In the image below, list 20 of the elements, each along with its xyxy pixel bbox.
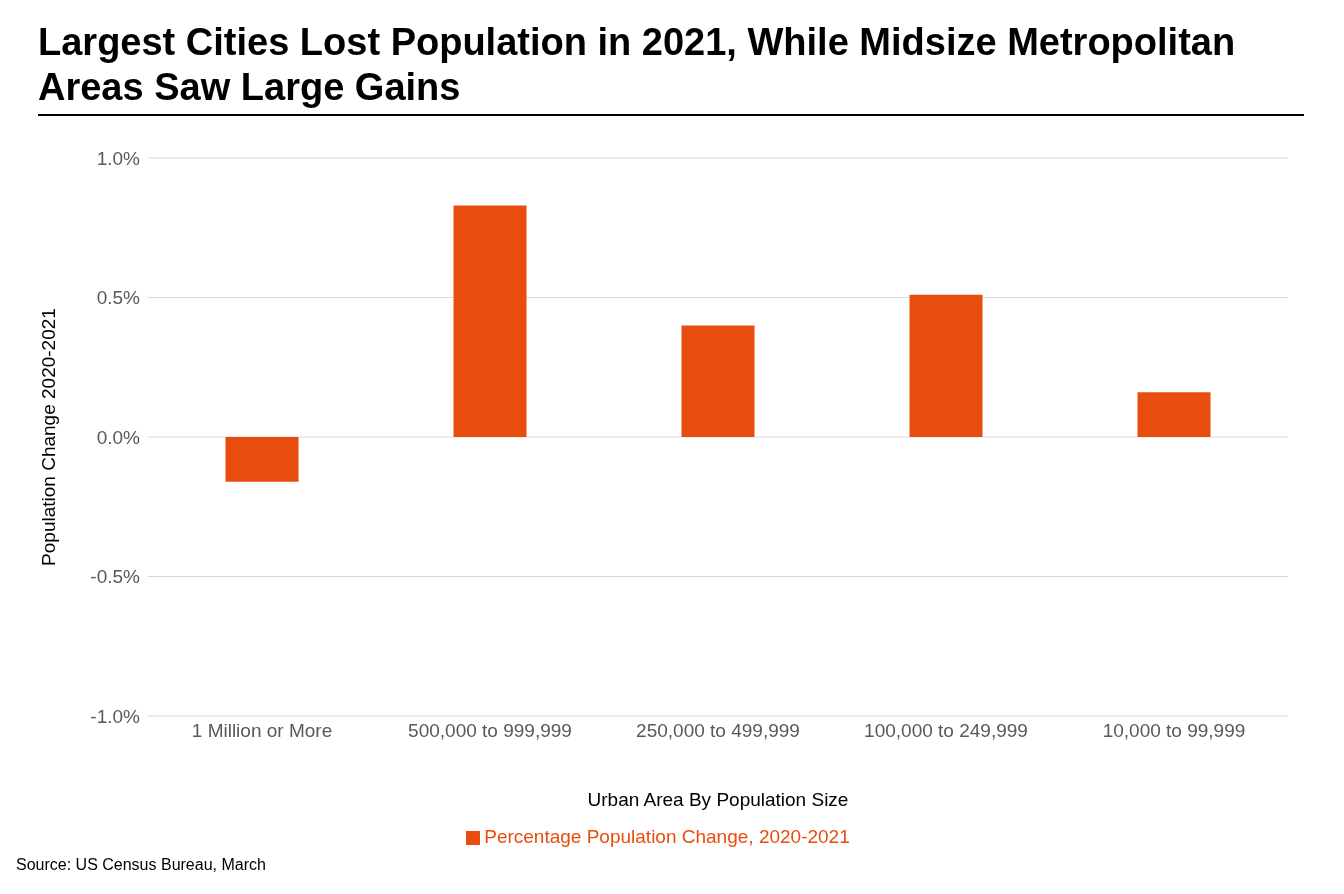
source-note: Source: US Census Bureau, March: [16, 856, 266, 874]
bar: [225, 437, 299, 482]
y-tick-label: 0.5%: [96, 287, 141, 309]
y-tick-label: 1.0%: [96, 147, 141, 169]
x-axis-title: Urban Area By Population Size: [587, 789, 849, 810]
bar: [909, 294, 983, 437]
bar: [453, 205, 527, 437]
y-tick-label: -0.5%: [90, 566, 141, 588]
x-tick-label: 250,000 to 499,999: [636, 720, 800, 742]
y-axis-title: Population Change 2020-2021: [37, 308, 59, 566]
x-tick-label: 500,000 to 999,999: [408, 720, 572, 742]
bar: [1137, 392, 1211, 437]
x-tick-label: 10,000 to 99,999: [1102, 720, 1246, 742]
y-tick-label: 0.0%: [96, 426, 141, 448]
y-tick-label: -1.0%: [90, 705, 141, 727]
bar: [681, 325, 755, 437]
chart-title: Largest Cities Lost Population in 2021, While Midsize Metropolitan Areas Saw Large Gains: [38, 20, 1304, 116]
legend-label: Percentage Population Change, 2020-2021: [484, 826, 850, 847]
x-tick-label: 1 Million or More: [191, 720, 333, 742]
x-tick-label: 100,000 to 249,999: [864, 720, 1028, 742]
